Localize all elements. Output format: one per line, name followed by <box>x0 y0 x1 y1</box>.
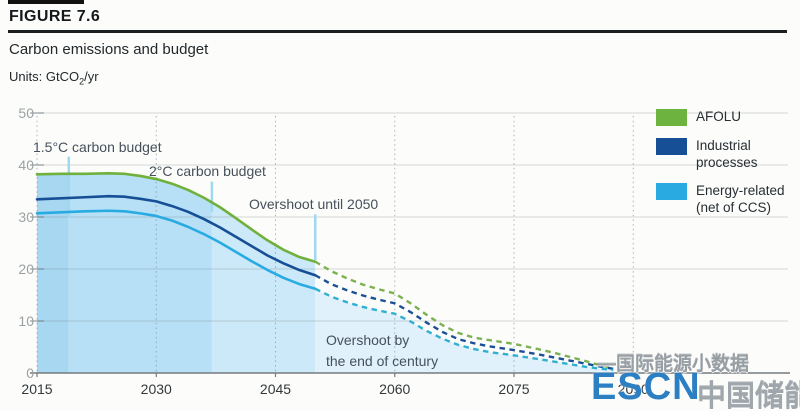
region-band-2 <box>211 173 316 373</box>
series-line-solid-0 <box>35 172 317 264</box>
annotation-overshoot-century: Overshoot by the end of century <box>326 330 438 372</box>
x-axis-label-2015: 2015 <box>21 381 53 397</box>
region-band-3 <box>315 288 614 373</box>
legend-label-0: AFOLU <box>696 109 742 124</box>
units-label: Units: GtCO2/yr <box>9 69 99 87</box>
x-axis-label-2030: 2030 <box>140 381 172 397</box>
watermark-site-name: 中国储能网 <box>697 381 800 411</box>
x-axis-label-2075: 2075 <box>498 381 530 397</box>
region-band-1 <box>68 173 212 373</box>
y-axis-label-10: 10 <box>18 313 34 329</box>
series-line-dashed-1 <box>314 274 614 371</box>
x-axis-label-2090: 2090 <box>617 381 649 397</box>
units-prefix: Units: GtCO <box>9 69 80 84</box>
x-axis-label-2045: 2045 <box>259 381 292 397</box>
legend-swatch-0 <box>656 109 687 126</box>
series-line-solid-2 <box>35 209 317 291</box>
top-accent-bar <box>8 0 84 4</box>
series-line-dashed-2 <box>314 287 614 372</box>
watermark-source-text: —国际能源小数据 <box>597 354 750 375</box>
watermark-escn-logo: ESCN <box>591 366 701 408</box>
annotation-overshoot-2050: Overshoot until 2050 <box>249 196 379 212</box>
legend-label-1: Industrial processes <box>696 138 758 170</box>
y-axis-label-30: 30 <box>18 209 34 225</box>
legend-item-2: Energy-related (net of CCS) <box>656 182 796 216</box>
legend-swatch-1 <box>656 138 687 155</box>
series-line-solid-1 <box>35 194 317 277</box>
y-axis-label-20: 20 <box>18 261 34 277</box>
legend-item-1: Industrial processes <box>656 137 796 171</box>
region-band-0 <box>37 173 69 373</box>
units-subscript: 2 <box>79 76 85 87</box>
annotation-overshoot-century-line2: the end of century <box>326 353 439 369</box>
legend-swatch-2 <box>656 183 687 200</box>
y-axis-label-50: 50 <box>18 105 34 121</box>
legend: AFOLU Industrial processes Energy-related … <box>656 108 796 227</box>
x-axis-label-2060: 2060 <box>379 381 411 397</box>
annotation-2c-budget: 2°C carbon budget <box>149 163 266 179</box>
chart-title: Carbon emissions and budget <box>9 41 209 58</box>
y-axis-label-40: 40 <box>18 157 34 173</box>
annotation-overshoot-century-line1: Overshoot by <box>326 332 410 348</box>
figure-number-label: FIGURE 7.6 <box>9 8 101 25</box>
annotation-1-5c-budget: 1.5°C carbon budget <box>33 139 162 155</box>
legend-item-0: AFOLU <box>656 108 796 126</box>
legend-label-2: Energy-related (net of CCS) <box>696 183 785 215</box>
header-rule <box>8 30 787 33</box>
units-suffix: /yr <box>84 69 99 84</box>
y-axis-label-0: 0 <box>26 365 34 381</box>
series-line-dashed-0 <box>314 260 614 369</box>
